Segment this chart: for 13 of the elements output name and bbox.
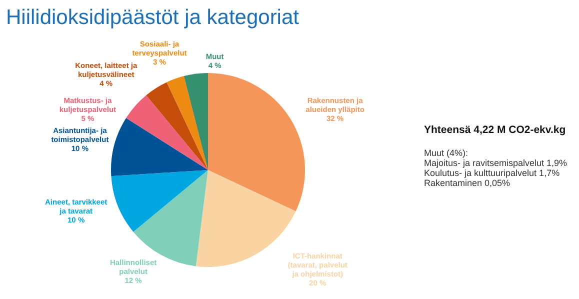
text: Rakentaminen 0,05% bbox=[424, 178, 510, 188]
pie-slice bbox=[146, 82, 208, 170]
pie-slice bbox=[184, 73, 208, 170]
pie-slice bbox=[111, 118, 208, 176]
pie-slice bbox=[111, 170, 208, 232]
text: Muut (4%): bbox=[424, 148, 468, 158]
text: Koulutus- ja kulttuuripalvelut 1,7% bbox=[424, 168, 560, 178]
text: Majoitus- ja ravitsemispalvelut 1,9% bbox=[424, 158, 568, 168]
chart-title: Hiilidioksidipäästöt ja kategoriat bbox=[6, 6, 300, 29]
pie-slice bbox=[126, 95, 208, 170]
text: Yhteensä 4,22 M CO2-ekv.kg bbox=[424, 124, 566, 136]
pie-slice bbox=[208, 73, 305, 212]
pie-slice bbox=[166, 76, 208, 170]
